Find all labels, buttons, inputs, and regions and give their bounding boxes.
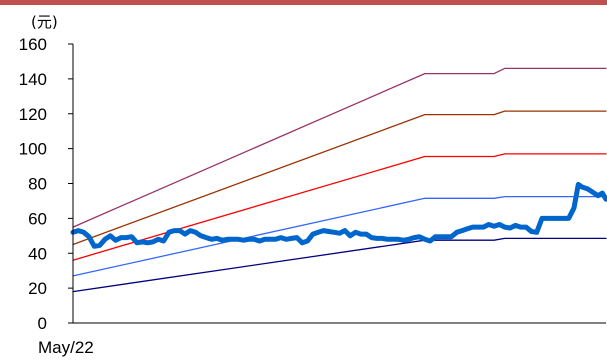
y-tick-label: 120 [19, 105, 47, 124]
series-line-4 [72, 195, 607, 277]
series-line-1 [72, 67, 607, 228]
y-tick-label: 100 [19, 140, 47, 159]
series-line-2 [72, 110, 607, 246]
y-axis-ticks: 0 20 40 60 80 100 120 140 160 [19, 35, 73, 333]
series-line-6 [70, 181, 607, 249]
y-tick-label: 80 [28, 175, 47, 194]
y-tick-label: 140 [19, 70, 47, 89]
y-tick-label: 160 [19, 35, 47, 54]
series-line-5 [72, 237, 607, 293]
x-axis-labels: May/22 [38, 338, 94, 357]
top-accent-bar [0, 0, 607, 5]
y-tick-label: 60 [28, 209, 47, 228]
series-layer [70, 67, 607, 293]
y-tick-label: 0 [38, 314, 47, 333]
series-line-3 [72, 153, 607, 261]
y-tick-label: 40 [28, 244, 47, 263]
x-tick-label: May/22 [38, 338, 94, 357]
y-tick-label: 20 [28, 279, 47, 298]
y-unit-label: (元) [31, 13, 58, 31]
